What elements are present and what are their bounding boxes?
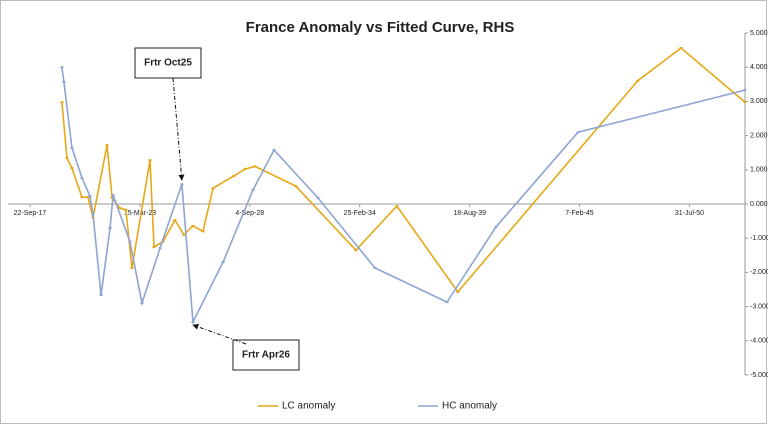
annotation-box: [134, 47, 202, 79]
annotation-arrow: [192, 323, 247, 345]
y-tick-label: -4.000: [750, 338, 768, 345]
x-tick-label: 15-Mar-23: [124, 210, 156, 217]
annotation-arrow: [172, 77, 185, 181]
y-tick-label: -3.000: [750, 303, 768, 310]
legend-label: LC anomaly: [282, 401, 335, 412]
y-tick-label: -2.000: [750, 269, 768, 276]
y-tick-label: 5.000: [750, 30, 768, 37]
y-tick-label: -1.000: [750, 235, 768, 242]
annotation-box: [232, 339, 300, 371]
x-tick-label: 7-Feb-45: [565, 210, 594, 217]
y-tick-label: 2.000: [750, 132, 768, 139]
x-tick-label: 18-Aug-39: [453, 210, 486, 217]
y-tick-label: 4.000: [750, 64, 768, 71]
chart-title: France Anomaly vs Fitted Curve, RHS: [246, 19, 515, 36]
x-tick-label: 31-Jul-50: [675, 210, 704, 217]
y-tick-label: 0.000: [750, 201, 768, 208]
legend-label: HC anomaly: [442, 401, 497, 412]
y-tick-label: 1.000: [750, 167, 768, 174]
y-tick-label: 3.000: [750, 98, 768, 105]
x-tick-label: 25-Feb-34: [344, 210, 376, 217]
x-tick-label: 22-Sep-17: [14, 210, 47, 217]
annotation-text: Frtr Oct25: [144, 58, 192, 69]
annotation-text: Frtr Apr26: [242, 350, 290, 361]
x-tick-label: 4-Sep-28: [235, 210, 264, 217]
y-tick-label: -5.000: [750, 372, 768, 379]
